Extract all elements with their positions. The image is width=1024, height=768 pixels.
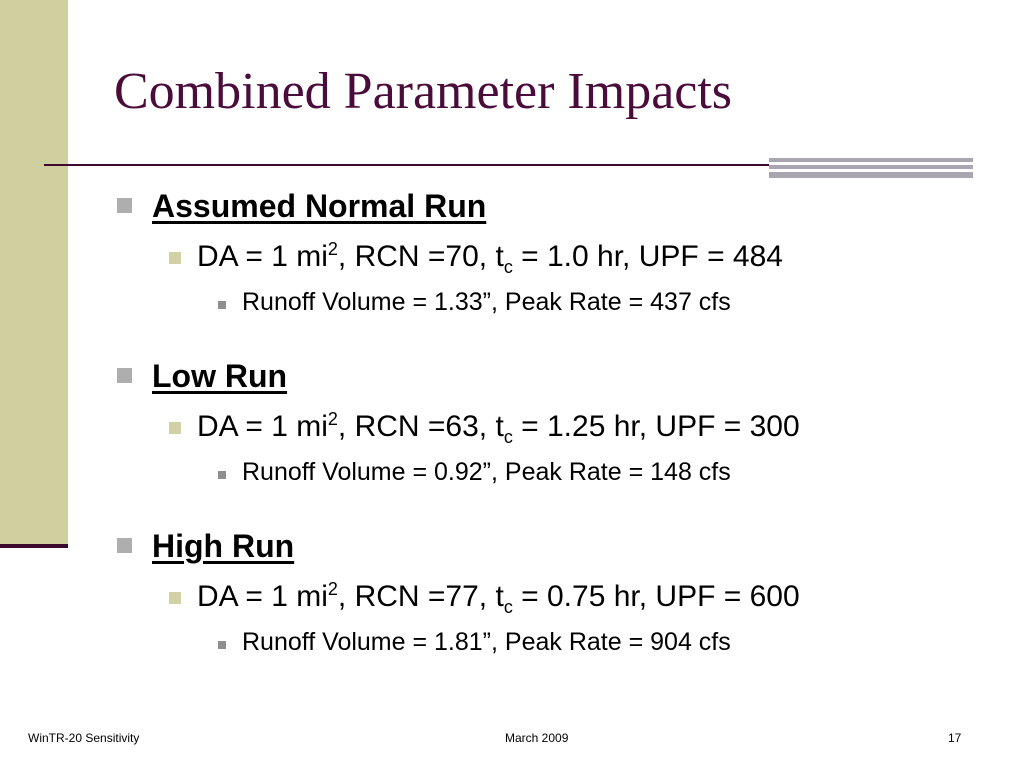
run-result-normal: Runoff Volume = 1.33”, Peak Rate = 437 c… [242,288,731,316]
page-number: 17 [948,731,962,745]
run-params-low: DA = 1 mi2, RCN =63, tc = 1.25 hr, UPF =… [197,409,800,447]
corner-striped-bar [769,158,973,178]
run-params-high: DA = 1 mi2, RCN =77, tc = 0.75 hr, UPF =… [197,579,800,617]
sub-sub-bullet-icon [218,471,226,479]
sub-bullet-icon [169,592,181,604]
bullet-square-icon [117,198,132,213]
footer-left-text: WinTR-20 Sensitivity [28,731,140,745]
slide-title: Combined Parameter Impacts [114,63,733,120]
bullet-square-icon [117,538,132,553]
run-params-normal: DA = 1 mi2, RCN =70, tc = 1.0 hr, UPF = … [197,239,783,277]
title-divider [44,164,769,166]
sub-sub-bullet-icon [218,301,226,309]
run-result-low: Runoff Volume = 0.92”, Peak Rate = 148 c… [242,458,731,486]
run-heading-normal: Assumed Normal Run [152,188,487,224]
bullet-square-icon [117,368,132,383]
run-heading-high: High Run [152,528,295,564]
sub-sub-bullet-icon [218,641,226,649]
footer-date: March 2009 [505,731,569,745]
left-decorative-bar [0,0,68,548]
sub-bullet-icon [169,252,181,264]
run-result-high: Runoff Volume = 1.81”, Peak Rate = 904 c… [242,628,731,656]
sub-bullet-icon [169,422,181,434]
run-heading-low: Low Run [152,358,288,394]
left-accent-rule [0,544,68,548]
